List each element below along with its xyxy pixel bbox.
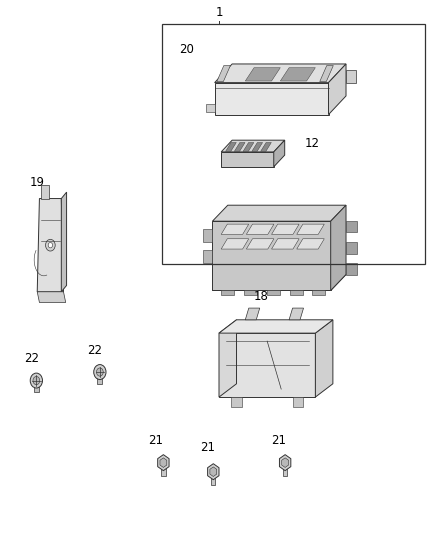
Bar: [97, 372, 102, 384]
Polygon shape: [245, 308, 260, 320]
Polygon shape: [203, 229, 212, 242]
Polygon shape: [282, 458, 289, 467]
Polygon shape: [293, 397, 303, 407]
Polygon shape: [244, 290, 257, 295]
Text: 12: 12: [304, 138, 319, 150]
Polygon shape: [158, 455, 169, 471]
Text: 21: 21: [271, 434, 286, 447]
Bar: [283, 463, 287, 476]
Circle shape: [46, 239, 55, 251]
Polygon shape: [231, 397, 242, 407]
Text: 22: 22: [24, 352, 39, 365]
Polygon shape: [289, 308, 304, 320]
Polygon shape: [245, 68, 280, 81]
Polygon shape: [221, 224, 249, 235]
Text: 19: 19: [30, 176, 45, 189]
Polygon shape: [290, 290, 303, 295]
Polygon shape: [272, 239, 299, 249]
Polygon shape: [267, 290, 280, 295]
Polygon shape: [331, 205, 346, 290]
Polygon shape: [261, 142, 271, 151]
Polygon shape: [272, 224, 299, 235]
Polygon shape: [280, 68, 315, 81]
Polygon shape: [37, 198, 64, 292]
Bar: [211, 472, 215, 485]
Polygon shape: [226, 142, 236, 151]
Polygon shape: [297, 224, 324, 235]
Polygon shape: [221, 152, 274, 167]
Polygon shape: [37, 292, 66, 302]
Polygon shape: [215, 64, 346, 83]
Text: 18: 18: [253, 290, 268, 303]
Circle shape: [48, 243, 53, 248]
Polygon shape: [203, 250, 212, 263]
Text: 1: 1: [215, 6, 223, 19]
Polygon shape: [346, 242, 357, 254]
Polygon shape: [246, 224, 274, 235]
Polygon shape: [320, 66, 333, 82]
Polygon shape: [160, 458, 167, 467]
Polygon shape: [243, 142, 254, 151]
Polygon shape: [219, 320, 237, 397]
Polygon shape: [328, 64, 346, 115]
Polygon shape: [221, 290, 234, 295]
Polygon shape: [206, 104, 215, 112]
Polygon shape: [279, 455, 291, 471]
Polygon shape: [274, 140, 285, 167]
Text: 20: 20: [180, 43, 194, 56]
Polygon shape: [346, 221, 357, 232]
Polygon shape: [212, 205, 346, 221]
Circle shape: [94, 365, 106, 379]
Polygon shape: [212, 274, 346, 290]
Polygon shape: [219, 333, 315, 397]
Polygon shape: [210, 467, 217, 477]
Polygon shape: [215, 83, 328, 115]
Polygon shape: [41, 185, 49, 198]
Polygon shape: [221, 239, 249, 249]
Polygon shape: [246, 239, 274, 249]
Polygon shape: [346, 263, 357, 275]
Circle shape: [30, 373, 42, 388]
Circle shape: [96, 368, 103, 376]
Polygon shape: [312, 290, 325, 295]
Polygon shape: [346, 70, 356, 83]
Polygon shape: [217, 66, 230, 82]
Polygon shape: [234, 142, 245, 151]
Bar: [162, 24, 425, 264]
Polygon shape: [212, 221, 331, 290]
Polygon shape: [219, 320, 333, 333]
Circle shape: [33, 376, 40, 385]
Text: 21: 21: [201, 441, 215, 454]
Polygon shape: [252, 142, 262, 151]
Bar: [34, 381, 39, 392]
Polygon shape: [226, 376, 326, 389]
Polygon shape: [208, 464, 219, 480]
Polygon shape: [61, 192, 67, 292]
Text: 21: 21: [148, 434, 163, 447]
Polygon shape: [315, 320, 333, 397]
Text: 22: 22: [87, 344, 102, 357]
Polygon shape: [221, 140, 285, 152]
Polygon shape: [297, 239, 324, 249]
Bar: [161, 463, 166, 476]
